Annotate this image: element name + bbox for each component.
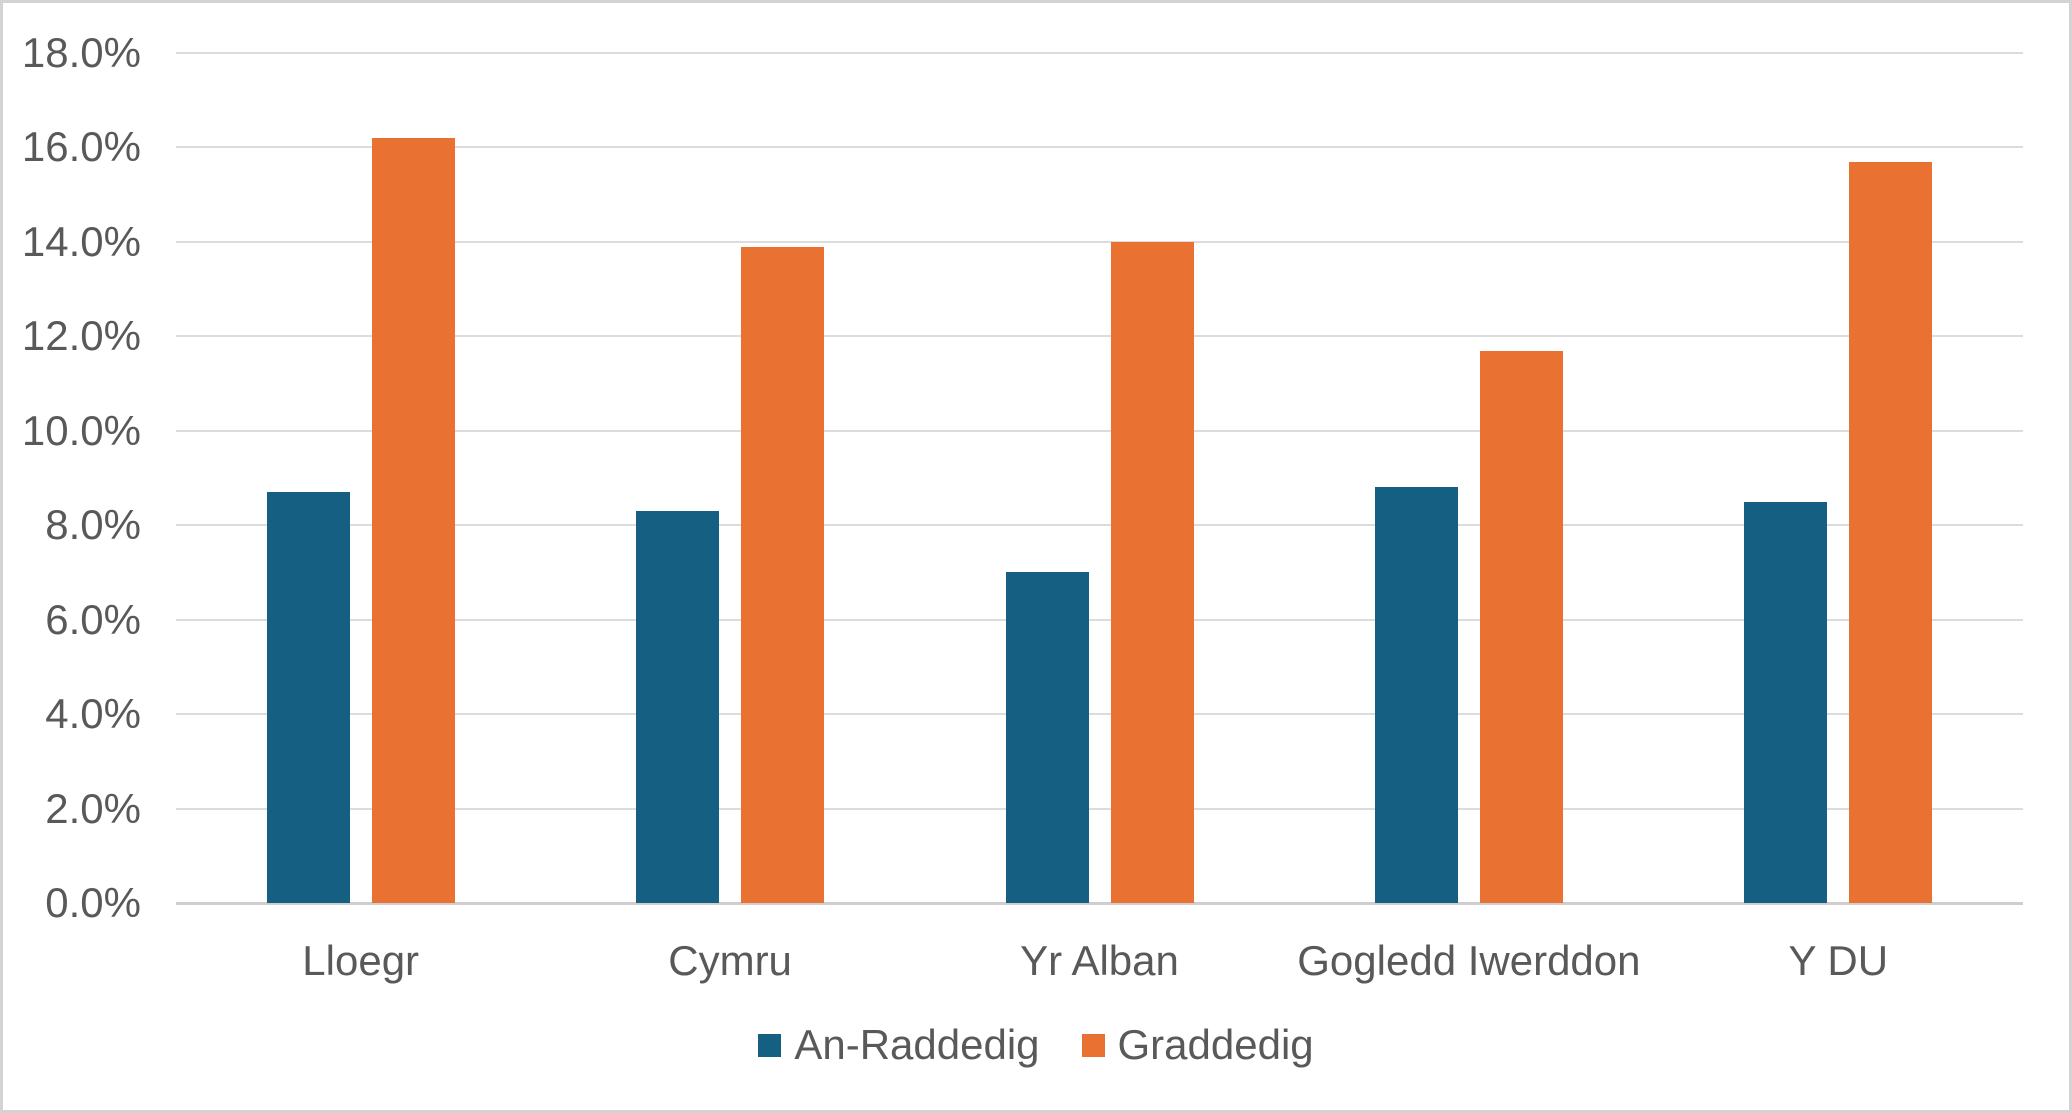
legend: An-Raddedig Graddedig — [3, 1019, 2069, 1071]
legend-item: Graddedig — [1081, 1019, 1314, 1071]
x-category-label: Gogledd Iwerddon — [1297, 937, 1641, 984]
y-tick-label: 12.0% — [21, 312, 141, 360]
gridline — [176, 524, 2023, 527]
y-tick-label: 6.0% — [45, 595, 141, 643]
legend-swatch-icon — [758, 1033, 782, 1057]
y-tick-label: 8.0% — [45, 501, 141, 549]
bar-graddedig — [1849, 161, 1933, 903]
x-category-label: Yr Alban — [1020, 937, 1179, 984]
legend-item: An-Raddedig — [758, 1019, 1040, 1071]
gridline — [176, 713, 2023, 716]
legend-label: Graddedig — [1117, 1021, 1314, 1068]
bar-an-raddedig — [1744, 501, 1828, 903]
plot-area — [176, 52, 2023, 905]
gridline — [176, 429, 2023, 432]
bar-graddedig — [371, 138, 455, 903]
bar-graddedig — [741, 246, 825, 903]
legend-label: An-Raddedig — [794, 1021, 1040, 1068]
bar-an-raddedig — [1374, 487, 1458, 903]
x-category-label: Y DU — [1788, 937, 1889, 984]
bar-graddedig — [1479, 350, 1563, 903]
x-axis-line — [176, 902, 2023, 905]
gridline — [176, 335, 2023, 338]
legend-swatch-icon — [1081, 1033, 1105, 1057]
gridline — [176, 807, 2023, 810]
y-tick-label: 10.0% — [21, 406, 141, 454]
x-category-label: Lloegr — [302, 937, 420, 984]
y-tick-label: 14.0% — [21, 217, 141, 265]
bar-an-raddedig — [636, 511, 720, 903]
gridline — [176, 240, 2023, 243]
gridline — [176, 618, 2023, 621]
y-tick-label: 16.0% — [21, 123, 141, 171]
bar-an-raddedig — [1005, 572, 1089, 903]
x-category-label: Cymru — [668, 937, 792, 984]
bar-an-raddedig — [266, 492, 350, 903]
gridline — [176, 146, 2023, 149]
y-tick-label: 2.0% — [45, 784, 141, 832]
y-tick-label: 4.0% — [45, 690, 141, 738]
gridline — [176, 52, 2023, 54]
y-tick-label: 18.0% — [21, 29, 141, 76]
bar-graddedig — [1110, 241, 1194, 903]
y-tick-label: 0.0% — [45, 879, 141, 926]
